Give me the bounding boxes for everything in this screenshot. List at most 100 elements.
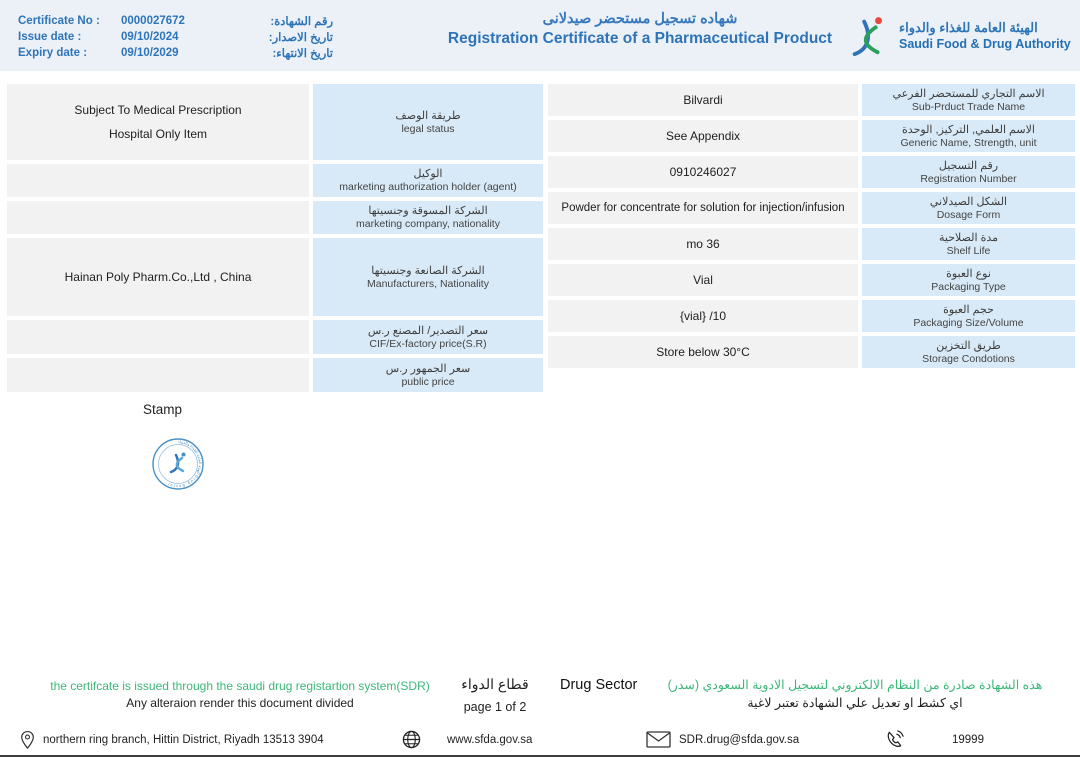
globe-icon — [402, 730, 421, 749]
address-item: northern ring branch, Hittin District, R… — [20, 724, 324, 755]
page-title-arabic: شهاده تسجيل مستحضر صيدلانى — [542, 11, 738, 27]
legal-status-label-ar: طريقة الوصف — [395, 109, 461, 122]
shelf-life-label-en: Shelf Life — [946, 244, 991, 257]
legal-status-label: طريقة الوصف legal status — [313, 84, 543, 160]
manufacturer-label-ar: الشركة الصانعة وجنسيتها — [371, 264, 485, 277]
drug-sector-english: Drug Sector — [560, 677, 638, 693]
storage-conditions-label-ar: طريق التخزين — [936, 339, 1001, 352]
website-text-item: www.sfda.gov.sa — [447, 724, 532, 755]
certificate-meta: Certificate No : 0000027672 رقم الشهادة:… — [18, 13, 333, 61]
marketing-company-label: الشركة المسوقة وجنسيتها marketing compan… — [313, 201, 543, 234]
legal-status-label-en: legal status — [401, 122, 455, 135]
table-row-dosage-form: Powder for concentrate for solution for … — [548, 192, 1075, 224]
table-row-packaging-type: Vial نوع العبوة Packaging Type — [548, 264, 1075, 296]
public-price-label-en: public price — [401, 375, 455, 388]
alteration-note-en: Any alteraion render this document divid… — [126, 696, 354, 710]
generic-name-label-ar: الاسم العلمي, التركيز, الوحدة — [902, 123, 1035, 136]
table-row-storage-conditions: Store below 30°C طريق التخزين Storage Co… — [548, 336, 1075, 368]
agent-label-en: marketing authorization holder (agent) — [339, 181, 517, 193]
marketing-company-label-ar: الشركة المسوقة وجنسيتها — [368, 205, 488, 217]
manufacturer-label-en: Manufacturers, Nationality — [367, 277, 489, 290]
table-row-trade-name: Bilvardi الاسم التجاري للمستحضر الفرعي S… — [548, 84, 1075, 116]
sfda-brand: الهيئة العامة للغذاء والدواء Saudi Food … — [845, 12, 1071, 58]
issued-note-ar: هذه الشهادة صادرة من النظام الالكتروني ل… — [667, 678, 1043, 692]
certificate-no-label-ar: رقم الشهادة: — [270, 16, 333, 28]
phone-item — [884, 724, 905, 755]
table-row-registration-number: 0910246027 رقم التسجيل Registration Numb… — [548, 156, 1075, 188]
dosage-form-label: الشكل الصيدلاني Dosage Form — [862, 192, 1075, 224]
table-row-public-price: سعر الجمهور ر.س public price — [7, 358, 543, 392]
location-pin-icon — [20, 730, 35, 750]
public-price-label-ar: سعر الجمهور ر.س — [385, 362, 471, 375]
table-row-shelf-life: mo 36 مدة الصلاحية Shelf Life — [548, 228, 1075, 260]
exfactory-price-label-ar: سعر التصدير/ المصنع ر.س — [367, 324, 489, 337]
sfda-logo-icon — [845, 12, 891, 58]
email-text: SDR.drug@sfda.gov.sa — [679, 733, 800, 746]
storage-conditions-label: طريق التخزين Storage Condotions — [862, 336, 1075, 368]
packaging-type-label: نوع العبوة Packaging Type — [862, 264, 1075, 296]
table-row-agent: الوكيل marketing authorization holder (a… — [7, 164, 543, 197]
issued-note-en: the certifcate is issued through the sau… — [50, 679, 430, 693]
right-table: Bilvardi الاسم التجاري للمستحضر الفرعي S… — [548, 84, 1075, 372]
packaging-size-label-en: Packaging Size/Volume — [913, 316, 1024, 329]
page-number: page 1 of 2 — [463, 700, 527, 714]
issue-date-label: Issue date : — [18, 31, 82, 43]
trade-name-label-ar: الاسم التجاري للمستحضر الفرعي — [892, 87, 1045, 100]
registration-number-label: رقم التسجيل Registration Number — [862, 156, 1075, 188]
packaging-type-label-en: Packaging Type — [931, 280, 1006, 293]
packaging-size-label: حجم العبوة Packaging Size/Volume — [862, 300, 1075, 332]
table-row-manufacturer: Hainan Poly Pharm.Co.,Ltd , China الشركة… — [7, 238, 543, 316]
expiry-date-value: 09/10/2029 — [121, 47, 179, 59]
agent-label: الوكيل marketing authorization holder (a… — [313, 164, 543, 197]
packaging-size-value: {vial} /10 — [548, 300, 858, 332]
sfda-name-arabic: الهيئة العامة للغذاء والدواء — [899, 19, 1038, 35]
packaging-size-label-ar: حجم العبوة — [943, 303, 994, 316]
agent-label-ar: الوكيل — [413, 168, 443, 180]
drug-sector-arabic: قطاع الدواء — [461, 676, 529, 692]
trade-name-label-en: Sub-Prduct Trade Name — [911, 100, 1026, 113]
agent-value — [7, 164, 309, 197]
trade-name-label: الاسم التجاري للمستحضر الفرعي Sub-Prduct… — [862, 84, 1075, 116]
alteration-note-ar: اي كشط او تعديل علي الشهادة تعتبر لاغية — [747, 696, 963, 710]
dosage-form-label-en: Dosage Form — [936, 208, 1001, 221]
registration-number-label-en: Registration Number — [920, 172, 1017, 185]
certificate-no-value: 0000027672 — [121, 15, 185, 27]
sfda-brand-text: الهيئة العامة للغذاء والدواء Saudi Food … — [899, 19, 1071, 52]
table-row-generic-name: See Appendix الاسم العلمي, التركيز, الوح… — [548, 120, 1075, 152]
contact-bar: northern ring branch, Hittin District, R… — [0, 724, 1080, 755]
header: Certificate No : 0000027672 رقم الشهادة:… — [0, 0, 1080, 71]
certificate-no-label: Certificate No : — [18, 15, 100, 27]
envelope-icon — [646, 731, 671, 748]
table-row-marketing-company: الشركة المسوقة وجنسيتها marketing compan… — [7, 201, 543, 234]
sfda-name-english: Saudi Food & Drug Authority — [899, 36, 1071, 51]
registration-number-label-ar: رقم التسجيل — [938, 159, 999, 172]
generic-name-label: الاسم العلمي, التركيز, الوحدة Generic Na… — [862, 120, 1075, 152]
expiry-date-label-ar: تاريخ الانتهاء: — [272, 48, 333, 60]
packaging-type-value: Vial — [548, 264, 858, 296]
email-item: SDR.drug@sfda.gov.sa — [646, 724, 799, 755]
dosage-form-value: Powder for concentrate for solution for … — [548, 192, 858, 224]
address-text: northern ring branch, Hittin District, R… — [43, 733, 324, 746]
bottom-divider — [0, 755, 1080, 757]
shelf-life-label: مدة الصلاحية Shelf Life — [862, 228, 1075, 260]
website-item — [402, 724, 421, 755]
legal-status-value: Subject To Medical Prescription Hospital… — [7, 84, 309, 160]
packaging-type-label-ar: نوع العبوة — [946, 267, 991, 280]
phone-number-item: 19999 — [952, 724, 984, 755]
marketing-company-value — [7, 201, 309, 234]
public-price-value — [7, 358, 309, 392]
issue-date-value: 09/10/2024 — [121, 31, 179, 43]
issuance-note-arabic: هذه الشهادة صادرة من النظام الالكتروني ل… — [640, 676, 1070, 712]
page-title-english: Registration Certificate of a Pharmaceut… — [447, 30, 833, 47]
left-table: Subject To Medical Prescription Hospital… — [7, 84, 543, 396]
manufacturer-label: الشركة الصانعة وجنسيتها Manufacturers, N… — [313, 238, 543, 316]
storage-conditions-value: Store below 30°C — [548, 336, 858, 368]
storage-conditions-label-en: Storage Condotions — [922, 352, 1015, 365]
table-row-exfactory-price: سعر التصدير/ المصنع ر.س CIF/Ex-factory p… — [7, 320, 543, 354]
generic-name-value: See Appendix — [548, 120, 858, 152]
generic-name-label-en: Generic Name, Strength, unit — [900, 136, 1037, 149]
dosage-form-label-ar: الشكل الصيدلاني — [929, 195, 1008, 208]
trade-name-value: Bilvardi — [548, 84, 858, 116]
sector-and-page: قطاع الدواء page 1 of 2 — [425, 674, 565, 714]
manufacturer-value: Hainan Poly Pharm.Co.,Ltd , China — [7, 238, 309, 316]
